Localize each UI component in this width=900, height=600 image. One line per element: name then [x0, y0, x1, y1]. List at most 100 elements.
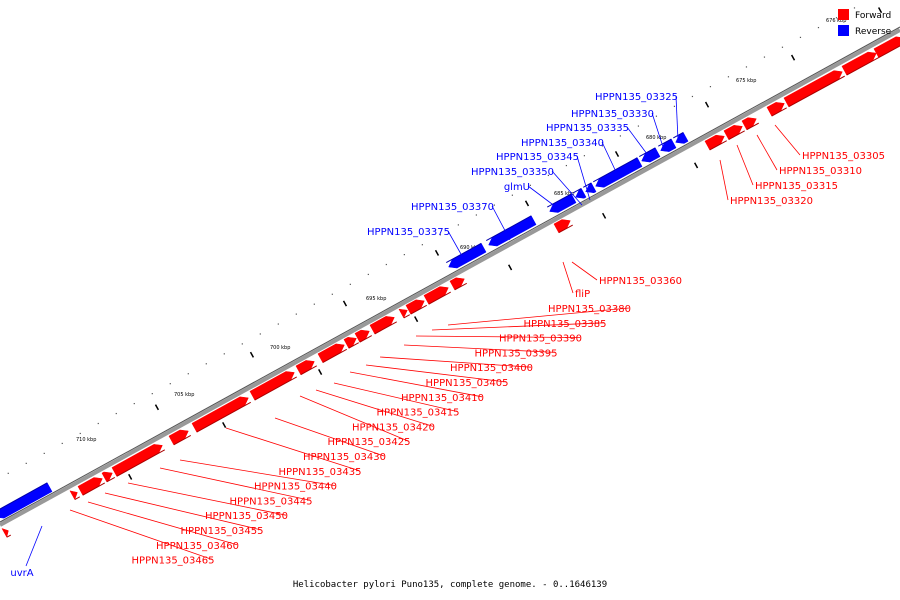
minor-tick: [61, 442, 63, 445]
gene-leader-line: [447, 307, 630, 326]
reverse-gene-arrow: [575, 188, 587, 199]
major-tick: [877, 7, 883, 14]
gene-arrow-shade: [746, 122, 759, 131]
gene-leader-line: [159, 467, 311, 501]
legend-reverse-label: Reverse: [855, 27, 892, 37]
outer-tick: [602, 212, 607, 219]
gene-label: fliP: [575, 289, 590, 300]
gene-leader-line: [651, 112, 665, 151]
legend-forward-swatch: [838, 9, 849, 20]
gene-label: HPPN135_03385: [524, 319, 607, 330]
gene-arrow-shade: [403, 314, 410, 319]
major-tick: [614, 150, 620, 157]
forward-gene-arrow: [354, 329, 370, 343]
outer-tick: [222, 421, 227, 428]
minor-tick: [259, 333, 261, 335]
gene-leader-line: [774, 124, 801, 156]
gene-label: HPPN135_03305: [802, 151, 885, 162]
gene-leader-line: [562, 261, 574, 294]
minor-tick: [457, 224, 459, 226]
gene-arrow-shade: [454, 282, 467, 291]
minor-tick: [619, 135, 622, 137]
gene-label: HPPN135_03450: [205, 511, 288, 522]
minor-tick: [835, 17, 838, 19]
gene-arrow-shade: [374, 321, 397, 335]
minor-tick: [331, 293, 333, 295]
minor-tick: [601, 145, 604, 147]
minor-tick: [169, 383, 171, 385]
minor-tick: [295, 313, 297, 315]
gene-leader-line: [626, 126, 651, 159]
forward-gene-arrow: [101, 471, 113, 483]
tick-layer: 676 kbp 675 kbp 680 kbp 685 kbp 690 kbp 695 k…: [7, 7, 883, 480]
gene-arrow-shade: [639, 147, 656, 158]
minor-tick: [529, 184, 531, 186]
gene-arrow-shade: [254, 376, 298, 401]
gene-arrow-shade: [771, 107, 787, 117]
minor-tick: [151, 393, 153, 395]
tick-label: 676 kbp: [826, 18, 846, 24]
gene-label: HPPN135_03465: [132, 556, 215, 567]
minor-tick: [691, 95, 694, 98]
gene-arrow-shade: [658, 138, 672, 147]
minor-tick: [799, 36, 802, 39]
major-tick: [790, 54, 796, 61]
gene-arrow-shade: [410, 304, 427, 315]
minor-tick: [763, 56, 766, 58]
minor-tick: [79, 432, 81, 435]
gene-leader-line: [315, 389, 434, 427]
gene-arrow-shade: [106, 476, 116, 483]
gene-label: HPPN135_03330: [571, 109, 654, 120]
minor-tick: [493, 204, 495, 206]
forward-gene-arrow: [741, 117, 757, 131]
gene-label: uvrA: [10, 568, 33, 579]
gene-label: HPPN135_03405: [426, 378, 509, 389]
forward-gene-arrow: [723, 125, 743, 140]
gene-label: HPPN135_03325: [595, 92, 678, 103]
minor-tick: [745, 66, 748, 68]
minor-tick: [817, 26, 820, 29]
gene-arrow-shade: [788, 75, 845, 108]
gene-label: HPPN135_03420: [352, 422, 435, 433]
gene-arrow-shade: [173, 434, 192, 446]
gene-label: HPPN135_03400: [450, 363, 533, 374]
major-tick: [249, 351, 255, 358]
gene-label: glmU: [504, 182, 530, 193]
minor-tick: [439, 234, 441, 236]
gene-arrow-shade: [348, 342, 359, 349]
gene-leader-line: [736, 144, 754, 186]
minor-tick: [7, 472, 9, 474]
gene-label: HPPN135_03395: [475, 348, 558, 359]
minor-tick: [241, 343, 243, 345]
forward-gene-arrow: [783, 70, 843, 108]
gene-leader-line: [379, 356, 532, 368]
gene-label: HPPN135_03310: [779, 166, 862, 177]
tick-label: 680 kbp: [646, 135, 666, 141]
minor-tick: [475, 214, 477, 216]
major-tick: [342, 300, 348, 307]
gene-leader-line: [576, 155, 591, 201]
outer-tick: [128, 473, 133, 480]
gene-leader-line: [551, 170, 583, 206]
gene-label: HPPN135_03445: [230, 496, 313, 507]
backbone: [0, 26, 900, 527]
major-tick: [434, 249, 440, 256]
gene-leader-line: [571, 261, 598, 281]
gene-label: HPPN135_03335: [546, 123, 629, 134]
gene-arrow-shade: [359, 335, 372, 343]
reverse-gene-arrow: [448, 242, 487, 269]
legend-forward-label: Forward: [855, 11, 891, 21]
major-tick: [524, 200, 530, 207]
gene-label: HPPN135_03380: [548, 304, 631, 315]
minor-tick: [349, 283, 351, 285]
reverse-gene-arrow: [641, 147, 661, 163]
gene-label: HPPN135_03350: [471, 167, 554, 178]
reverse-gene-arrow: [595, 157, 643, 188]
outer-tick: [693, 162, 699, 169]
minor-tick: [781, 46, 784, 48]
minor-tick: [637, 125, 640, 127]
forward-gene-arrow: [766, 102, 785, 117]
tick-label: 690 kbp: [460, 245, 480, 251]
gene-leader-line: [127, 482, 287, 516]
tick-label: 700 kbp: [270, 345, 290, 351]
